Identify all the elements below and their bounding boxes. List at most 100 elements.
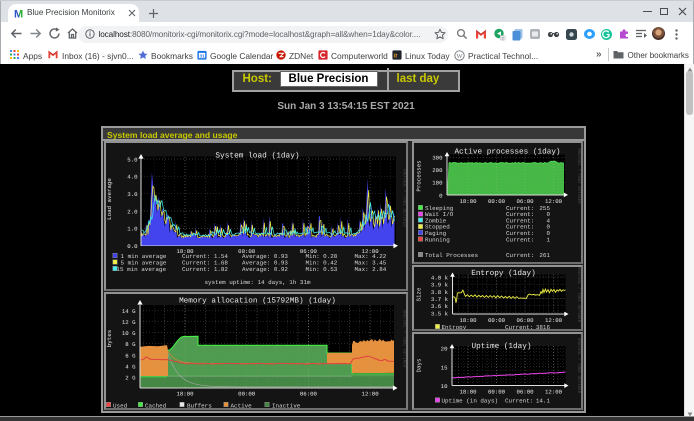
svg-text:18:00: 18:00: [459, 316, 477, 323]
svg-text:18:00: 18:00: [459, 388, 477, 395]
svg-text:3.7 k: 3.7 k: [430, 296, 448, 303]
svg-text:RRDTOOL / TOBI OETIKER: RRDTOOL / TOBI OETIKER: [401, 169, 406, 227]
svg-text:2.0: 2.0: [127, 208, 138, 215]
svg-text:Current:: Current:: [506, 205, 534, 212]
svg-text:Current:: Current:: [505, 397, 533, 404]
svg-text:00:00: 00:00: [487, 198, 505, 205]
svg-text:Max: 3.45: Max: 3.45: [354, 260, 386, 267]
svg-text:261: 261: [539, 252, 550, 259]
svg-text:M: M: [14, 9, 23, 20]
svg-text:00:00: 00:00: [238, 390, 256, 397]
svg-text:31: 31: [199, 53, 205, 58]
svg-text:Active processes (1day): Active processes (1day): [454, 148, 560, 157]
svg-text:0.0: 0.0: [127, 243, 138, 250]
svg-text:14 G: 14 G: [121, 308, 135, 315]
svg-text:Active: Active: [230, 402, 252, 408]
svg-text:3.6 k: 3.6 k: [430, 303, 448, 310]
svg-text:00:00: 00:00: [238, 248, 256, 255]
svg-text:10 G: 10 G: [121, 330, 135, 337]
svg-text:18:00: 18:00: [176, 248, 194, 255]
svg-text:Current:: Current:: [506, 252, 534, 259]
svg-text:W: W: [456, 52, 463, 59]
svg-text:4: 4: [546, 217, 550, 224]
svg-text:14.1: 14.1: [535, 397, 550, 404]
svg-text:06:00: 06:00: [516, 388, 534, 395]
svg-text:00:00: 00:00: [487, 388, 505, 395]
svg-text:Stopped: Stopped: [425, 224, 450, 231]
svg-text:12:00: 12:00: [361, 248, 379, 255]
svg-text:3.5 k: 3.5 k: [430, 310, 448, 317]
svg-text:System load (1day): System load (1day): [215, 152, 299, 161]
svg-text:Max: 2.84: Max: 2.84: [354, 266, 386, 273]
svg-text:5.0: 5.0: [127, 156, 138, 163]
svg-text:RRDTOOL / TOBI OETIKER: RRDTOOL / TOBI OETIKER: [401, 309, 406, 367]
svg-text:4.0: 4.0: [127, 174, 138, 181]
svg-text:Uptime (in days): Uptime (in days): [441, 397, 498, 404]
svg-text:255: 255: [539, 205, 550, 212]
svg-text:Average: 0.93: Average: 0.93: [242, 260, 288, 267]
svg-text:Current:: Current:: [506, 230, 534, 237]
svg-text:12:00: 12:00: [544, 198, 562, 205]
svg-text:RRDTOOL / TOBI OETIKER: RRDTOOL / TOBI OETIKER: [576, 337, 582, 393]
svg-text:RRDTOOL / TOBI OETIKER: RRDTOOL / TOBI OETIKER: [576, 148, 582, 204]
svg-text:12:00: 12:00: [544, 316, 562, 323]
svg-text:200: 200: [432, 167, 443, 174]
svg-text:Processes: Processes: [415, 160, 422, 191]
svg-text:18:00: 18:00: [459, 198, 477, 205]
svg-text:system uptime: 14 days, 1h 31m: system uptime: 14 days, 1h 31m: [204, 279, 311, 286]
svg-text:Inactive: Inactive: [272, 402, 301, 408]
svg-text:Buffers: Buffers: [187, 402, 212, 408]
svg-text:0: 0: [546, 230, 550, 237]
svg-text:0: 0: [546, 224, 550, 231]
svg-text:Current:: Current:: [506, 211, 534, 218]
svg-text:Current: 1.54: Current: 1.54: [182, 253, 228, 260]
svg-text:Load average: Load average: [106, 178, 113, 220]
svg-text:Memory allocation (15792MB) (: Memory allocation (15792MB) (1day): [179, 296, 336, 305]
svg-text:06:00: 06:00: [516, 316, 534, 323]
svg-text:10: 10: [440, 383, 447, 390]
svg-text:6 G: 6 G: [125, 352, 136, 359]
svg-text:Average: 0.93: Average: 0.93: [242, 253, 288, 260]
svg-text:Current:: Current:: [506, 236, 534, 243]
svg-text:06:00: 06:00: [516, 198, 534, 205]
svg-text:Min: 0.42: Min: 0.42: [305, 260, 337, 267]
svg-text:12 G: 12 G: [121, 319, 135, 326]
svg-text:Total Processes: Total Processes: [425, 252, 478, 259]
svg-text:4 G: 4 G: [125, 363, 136, 370]
svg-text:0: 0: [439, 192, 443, 199]
svg-text:18:00: 18:00: [176, 390, 194, 397]
svg-text:06:00: 06:00: [299, 390, 317, 397]
svg-text:lt: lt: [394, 53, 399, 59]
svg-text:100: 100: [432, 180, 443, 187]
svg-text:Current:: Current:: [506, 217, 534, 224]
svg-text:00:00: 00:00: [487, 316, 505, 323]
svg-text:Average: 0.92: Average: 0.92: [242, 266, 288, 273]
svg-text:RRDTOOL / TOBI OETIKER: RRDTOOL / TOBI OETIKER: [576, 267, 582, 323]
svg-text:300: 300: [432, 155, 443, 162]
svg-text:Current:: Current:: [506, 224, 534, 231]
svg-text:Uptime (1day): Uptime (1day): [471, 341, 531, 350]
svg-text:1.0: 1.0: [127, 226, 138, 233]
svg-text:12:00: 12:00: [361, 390, 379, 397]
svg-text:0: 0: [546, 211, 550, 218]
svg-text:4.0 k: 4.0 k: [430, 274, 448, 281]
svg-text:Used: Used: [113, 402, 128, 408]
svg-text:Max: 4.22: Max: 4.22: [354, 253, 386, 260]
svg-text:1: 1: [546, 236, 550, 243]
svg-text:2: 2: [502, 36, 504, 40]
svg-text:12:00: 12:00: [544, 388, 562, 395]
svg-text:Wait I/O: Wait I/O: [425, 211, 454, 218]
svg-text:Paging: Paging: [425, 230, 447, 237]
svg-text:06:00: 06:00: [299, 248, 317, 255]
svg-text:M: M: [14, 9, 23, 20]
svg-text:15: 15: [440, 364, 447, 371]
svg-text:15 min average: 15 min average: [116, 266, 166, 273]
svg-text:Current:: Current:: [505, 323, 533, 328]
svg-text:2 G: 2 G: [125, 374, 136, 381]
svg-text:3.9 k: 3.9 k: [430, 281, 448, 288]
svg-text:Entropy: Entropy: [441, 323, 466, 328]
svg-text:1 min average: 1 min average: [120, 253, 166, 260]
svg-text:Zombie: Zombie: [425, 217, 447, 224]
svg-text:Current: 1.82: Current: 1.82: [182, 266, 228, 273]
svg-text:Min: 0.53: Min: 0.53: [305, 266, 337, 273]
